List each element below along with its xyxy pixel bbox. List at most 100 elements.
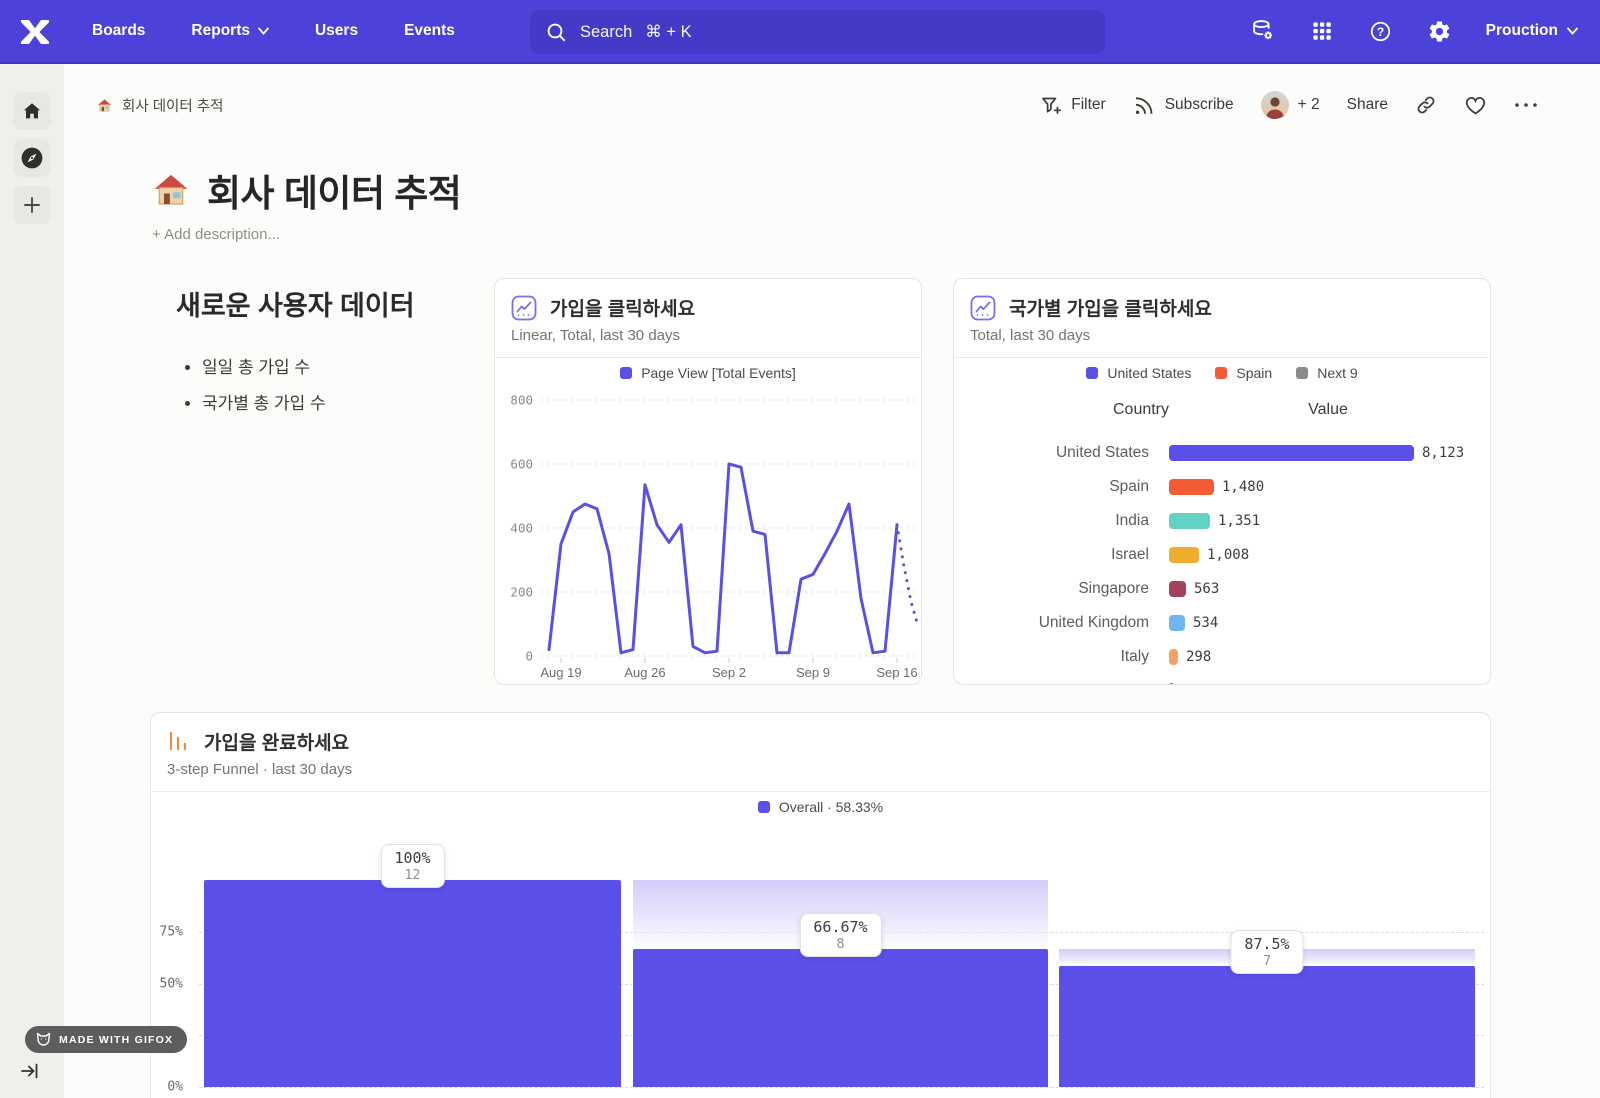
country-value: 1,351: [1218, 513, 1261, 529]
legend-swatch: [1296, 367, 1309, 379]
collaborators[interactable]: + 2: [1260, 91, 1320, 119]
top-nav: Boards Reports Users Events Search ⌘ + K: [0, 0, 1600, 64]
card-title[interactable]: 가입을 완료하세요: [204, 733, 350, 754]
favorite-button[interactable]: [1464, 94, 1487, 116]
country-rows: United States 8,123 Spain 1,480 India 1,351 Is…: [954, 436, 1490, 684]
divider: [954, 357, 1490, 358]
add-board-button[interactable]: [13, 186, 51, 224]
legend-item[interactable]: United States: [1086, 365, 1191, 381]
chevron-down-icon: [258, 27, 269, 35]
x-tick-label: Sep 9: [796, 665, 830, 680]
card-subtitle: Total, last 30 days: [970, 327, 1091, 344]
country-bar[interactable]: [1169, 479, 1214, 495]
funnel-card[interactable]: 가입을 완료하세요 3-step Funnel · last 30 days O…: [150, 712, 1491, 1098]
apps-grid-icon[interactable]: [1309, 18, 1335, 44]
country-bar[interactable]: [1169, 649, 1178, 665]
ellipsis-icon: [1515, 103, 1537, 107]
nav-item-boards[interactable]: Boards: [92, 22, 146, 39]
country-row: Israel 1,008: [954, 538, 1490, 572]
settings-gear-icon[interactable]: [1427, 18, 1453, 44]
y-tick-label: 200: [510, 585, 533, 600]
board-title[interactable]: 회사 데이터 추적: [207, 173, 462, 214]
column-header-value: Value: [1308, 401, 1348, 418]
legend-item[interactable]: Overall · 58.33%: [757, 799, 883, 815]
card-title[interactable]: 국가별 가입을 클릭하세요: [1009, 299, 1212, 320]
card-header: 가입을 클릭하세요: [511, 294, 695, 321]
gifox-badge[interactable]: MADE WITH GIFOX: [25, 1026, 188, 1053]
search-icon: [547, 23, 566, 41]
text-widget[interactable]: 새로운 사용자 데이터 일일 총 가입 수 국가별 총 가입 수: [176, 284, 476, 414]
funnel-count: 8: [836, 936, 845, 952]
country-bar[interactable]: [1169, 581, 1186, 597]
x-tick-label: Sep 2: [712, 665, 746, 680]
country-bar-card[interactable]: 국가별 가입을 클릭하세요 Total, last 30 days United…: [953, 278, 1491, 685]
funnel-label-chip: 66.67% 8: [799, 912, 882, 957]
more-options-button[interactable]: [1514, 102, 1538, 108]
country-bar[interactable]: [1169, 445, 1414, 461]
line-series[interactable]: [547, 462, 899, 655]
add-description[interactable]: + Add description...: [152, 226, 280, 243]
subscribe-button[interactable]: Subscribe: [1133, 94, 1234, 117]
country-label: India: [1115, 512, 1149, 529]
card-title[interactable]: 가입을 클릭하세요: [550, 299, 696, 320]
country-value: 1,008: [1207, 547, 1250, 563]
country-row: United Kingdom 534: [954, 606, 1490, 640]
gifox-label: MADE WITH GIFOX: [59, 1033, 174, 1046]
collapse-sidebar-button[interactable]: [20, 1062, 39, 1085]
country-bar[interactable]: [1169, 513, 1210, 529]
country-row: Singapore 563: [954, 572, 1490, 606]
country-label: Italy: [1120, 648, 1149, 665]
breadcrumb[interactable]: 회사 데이터 추적: [96, 95, 223, 116]
line-chart-icon: [970, 295, 996, 320]
funnel-conversion-pct: 87.5%: [1244, 935, 1290, 954]
data-management-icon[interactable]: [1250, 18, 1276, 44]
line-chart-svg[interactable]: 0 200 400 600 800 Aug 19 Aug 26 Sep 2 Sep 9 Sep 1…: [495, 379, 922, 685]
legend-item[interactable]: Spain: [1215, 365, 1272, 381]
avatar: [1260, 91, 1289, 119]
text-widget-list: 일일 총 가입 수 국가별 총 가입 수: [176, 353, 476, 414]
country-bar[interactable]: [1169, 615, 1185, 631]
country-value: 534: [1193, 615, 1219, 631]
list-item: 일일 총 가입 수: [202, 353, 476, 378]
house-emoji-icon: [97, 99, 112, 112]
discover-button[interactable]: [13, 139, 51, 177]
column-header-country: Country: [1112, 401, 1170, 418]
legend-item[interactable]: Next 9: [1296, 365, 1358, 381]
funnel-count: 7: [1263, 954, 1271, 970]
copy-link-button[interactable]: [1415, 94, 1437, 116]
nav-menu: Boards Reports Users Events: [92, 0, 455, 62]
country-value: 563: [1194, 581, 1220, 597]
help-icon[interactable]: ?: [1368, 18, 1394, 44]
project-name: Prouction: [1485, 22, 1558, 39]
project-switcher[interactable]: Prouction: [1486, 22, 1578, 40]
funnel-gridline: [199, 1087, 1484, 1088]
nav-item-users[interactable]: Users: [314, 22, 359, 39]
country-value: 298: [1186, 649, 1212, 665]
country-bar[interactable]: [1169, 547, 1199, 563]
list-item: 국가별 총 가입 수: [202, 389, 476, 414]
funnel-count: 12: [404, 868, 421, 883]
filter-button[interactable]: Filter: [1040, 95, 1106, 116]
mixpanel-logo-icon[interactable]: [18, 15, 52, 49]
share-button[interactable]: Share: [1346, 96, 1388, 113]
funnel-bar[interactable]: [1059, 966, 1475, 1087]
nav-item-events[interactable]: Events: [404, 22, 455, 39]
card-subtitle: Linear, Total, last 30 days: [511, 327, 680, 344]
text-widget-heading: 새로운 사용자 데이터: [176, 291, 415, 321]
board-actions: Filter Subscribe + 2 Share: [1040, 88, 1538, 122]
legend-item[interactable]: Page View [Total Events]: [620, 365, 796, 381]
funnel-bar[interactable]: [204, 880, 621, 1087]
nav-item-reports[interactable]: Reports: [191, 22, 269, 40]
search-input[interactable]: Search ⌘ + K: [530, 10, 1105, 54]
line-chart-card[interactable]: 가입을 클릭하세요 Linear, Total, last 30 days Pa…: [494, 278, 922, 685]
home-button[interactable]: [13, 92, 51, 130]
legend-swatch: [757, 801, 770, 813]
nav-right: ? Prouction: [1250, 0, 1578, 62]
heart-icon: [1465, 97, 1486, 115]
funnel-conversion-pct: 100%: [394, 849, 431, 867]
country-label: United States: [1055, 444, 1149, 461]
funnel-ytick-label: 75%: [159, 924, 183, 940]
funnel-bar[interactable]: [633, 948, 1048, 1087]
country-bar[interactable]: [1169, 683, 1174, 684]
